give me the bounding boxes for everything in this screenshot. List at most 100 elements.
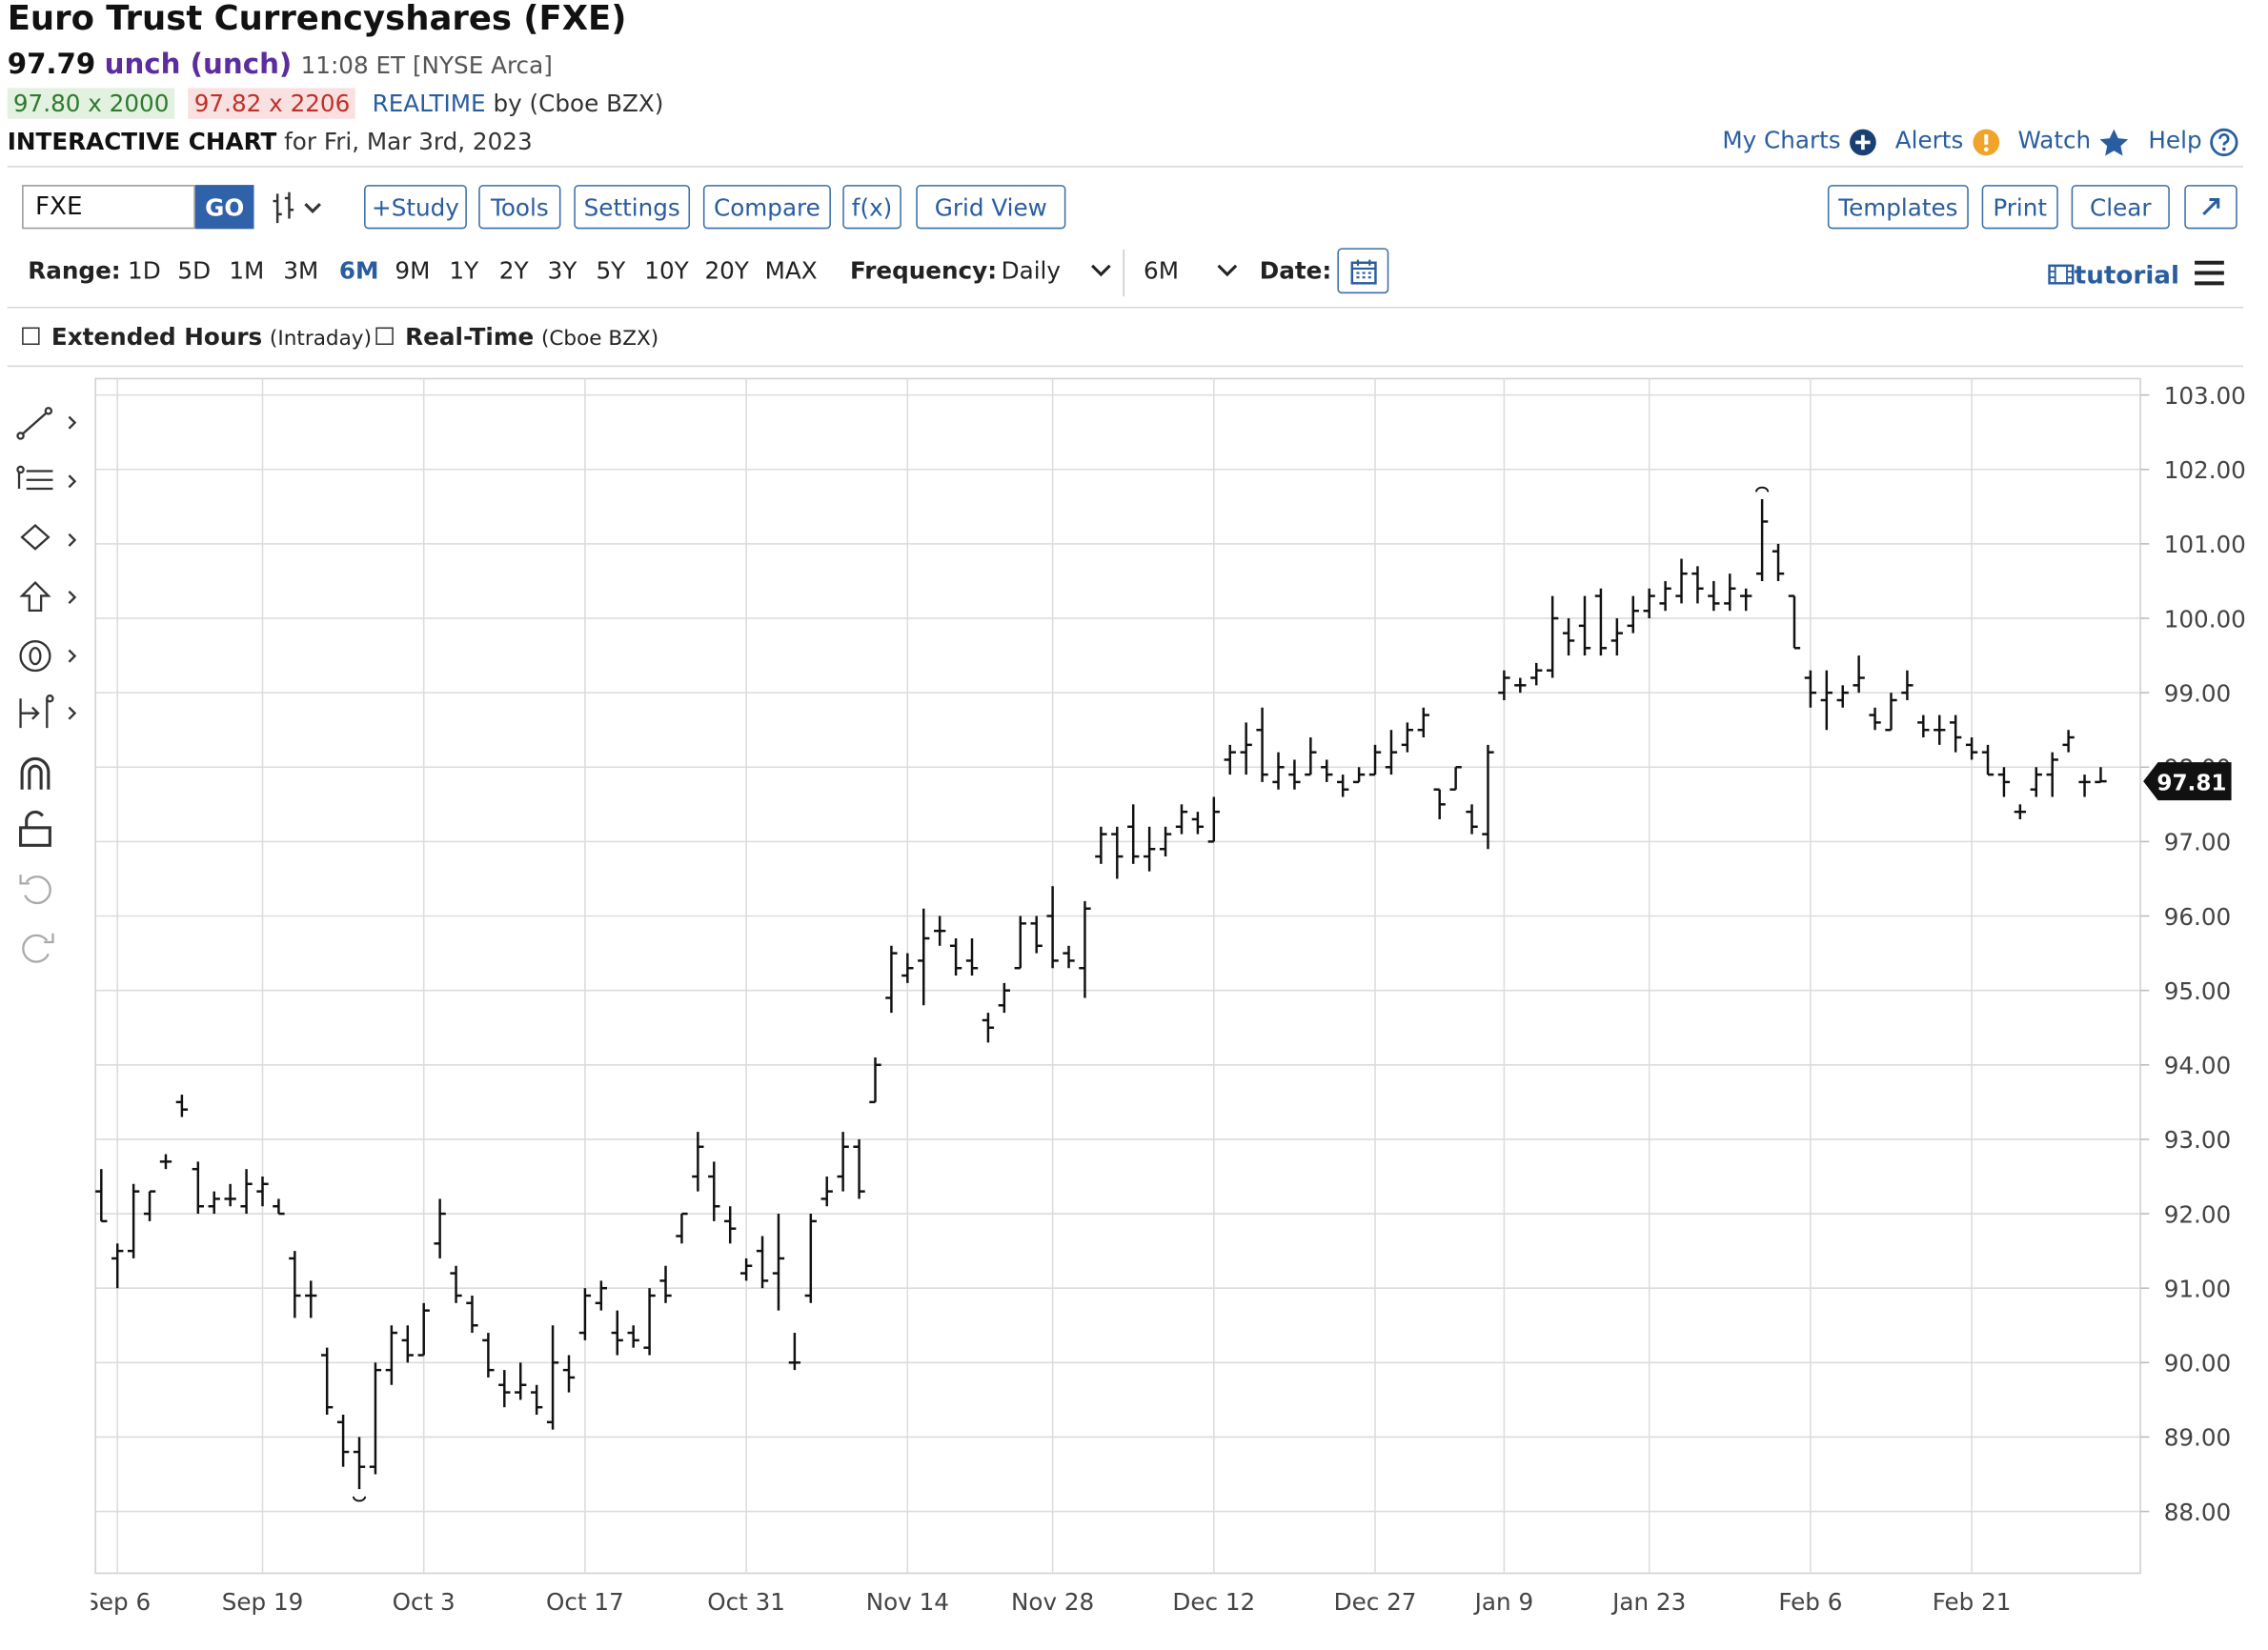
undo-tool[interactable]: [19, 875, 51, 905]
range-option[interactable]: 6M: [338, 256, 379, 285]
last-price-tag: [2143, 762, 2232, 801]
toolbar-button[interactable]: Settings: [574, 185, 691, 230]
realtime-link[interactable]: REALTIME: [372, 89, 486, 118]
toolbar-button[interactable]: Clear: [2071, 185, 2170, 230]
x-tick-label: Oct 3: [393, 1588, 456, 1616]
y-tick-label: 91.00: [2164, 1275, 2232, 1302]
annotation-tool[interactable]: [19, 640, 77, 673]
source: by (Cboe BZX): [493, 89, 664, 118]
option-checkbox[interactable]: Extended Hours (Intraday): [22, 323, 372, 351]
date-label: Date:: [1259, 256, 1332, 285]
range-option[interactable]: 1Y: [449, 256, 479, 285]
y-tick-label: 90.00: [2164, 1350, 2232, 1378]
trendline-tool[interactable]: [16, 407, 77, 440]
film-icon: [2048, 264, 2075, 285]
toolbar-button[interactable]: +Study: [364, 185, 467, 230]
checkbox: [375, 326, 394, 345]
star-icon: [2100, 128, 2129, 155]
x-tick-label: Nov 14: [866, 1588, 949, 1616]
lock-tool[interactable]: [19, 810, 51, 847]
go-button[interactable]: GO: [194, 185, 254, 230]
range-option[interactable]: 5Y: [596, 256, 626, 285]
ohlc-bars: [95, 499, 2107, 1490]
chart-type-menu[interactable]: [270, 190, 329, 228]
range-option[interactable]: 3M: [283, 256, 319, 285]
divider: [7, 166, 2243, 168]
calendar-icon: [1349, 258, 1376, 284]
x-tick-label: Feb 6: [1778, 1588, 1842, 1616]
range-option[interactable]: 2Y: [498, 256, 529, 285]
range-option[interactable]: 5D: [177, 256, 212, 285]
y-tick-label: 94.00: [2164, 1052, 2232, 1079]
watch-link[interactable]: Watch: [2017, 126, 2130, 156]
quote-title: Euro Trust Currencyshares (FXE): [7, 0, 627, 39]
x-tick-label: Jan 9: [1473, 1588, 1533, 1616]
range-option[interactable]: MAX: [764, 256, 818, 285]
x-tick-label: Jan 23: [1610, 1588, 1686, 1616]
y-tick-label: 95.00: [2164, 977, 2232, 1005]
measure-tool[interactable]: [19, 694, 77, 729]
arrow-tool[interactable]: [19, 580, 77, 613]
range-option[interactable]: 10Y: [644, 256, 689, 285]
my-charts-link[interactable]: My Charts: [1722, 126, 1877, 156]
last-price-label: 97.81: [2157, 771, 2226, 795]
tutorial-link[interactable]: tutorial: [2048, 261, 2179, 291]
option-note: (Cboe BZX): [540, 327, 659, 352]
period-value: 6M: [1144, 256, 1179, 285]
symbol-input[interactable]: FXE: [22, 185, 195, 230]
bid: 97.80 x 2000: [7, 88, 175, 119]
bid-ask-line: 97.80 x 2000 97.82 x 2206 REALTIME by (C…: [7, 88, 664, 119]
period-high-marker: [1755, 486, 1770, 493]
y-tick-label: 102.00: [2164, 456, 2246, 484]
x-tick-label: Sep 6: [84, 1588, 151, 1616]
chevron: [1217, 264, 1238, 277]
toolbar-button[interactable]: f(x): [842, 185, 901, 230]
range-option[interactable]: 20Y: [704, 256, 749, 285]
date-picker[interactable]: [1337, 248, 1389, 294]
toolbar-button[interactable]: Templates: [1827, 185, 1969, 230]
help-link[interactable]: Help: [2148, 126, 2238, 156]
my-charts-text: My Charts: [1722, 126, 1841, 154]
range-option[interactable]: 1M: [229, 256, 265, 285]
range-option[interactable]: 1D: [128, 256, 161, 285]
range-option[interactable]: 9M: [395, 256, 431, 285]
chevron: [1090, 264, 1111, 277]
divider: [7, 306, 2243, 309]
magnet-tool[interactable]: [20, 756, 51, 790]
y-tick-label: 100.00: [2164, 605, 2246, 633]
frequency-value: Daily: [1001, 256, 1061, 285]
shapes-tool[interactable]: [20, 523, 77, 551]
menu-button[interactable]: [2194, 258, 2226, 288]
chart-label-line: INTERACTIVE CHART for Fri, Mar 3rd, 2023: [8, 128, 533, 155]
y-tick-label: 96.00: [2164, 903, 2232, 931]
top-nav: My Charts Alerts Watch Help: [1722, 126, 2238, 156]
price: 97.79: [7, 48, 96, 81]
expand-icon: [2202, 197, 2220, 216]
option-note: (Intraday): [269, 327, 373, 352]
change: unch (unch): [104, 48, 293, 81]
range-option[interactable]: 3Y: [547, 256, 577, 285]
toolbar-button[interactable]: Compare: [702, 185, 831, 230]
period-select[interactable]: 6M: [1144, 257, 1239, 285]
watch-text: Watch: [2017, 126, 2092, 154]
quote-line: 97.79 unch (unch) 11:08 ET [NYSE Arca]: [8, 49, 553, 81]
alerts-link[interactable]: Alerts: [1895, 126, 2000, 156]
period-low-marker: [352, 1496, 367, 1502]
y-tick-label: 103.00: [2164, 382, 2246, 410]
frequency-select[interactable]: Daily: [1002, 257, 1112, 285]
y-tick-label: 89.00: [2164, 1424, 2232, 1452]
toolbar-button[interactable]: Print: [1981, 185, 2058, 230]
y-tick-label: 97.00: [2164, 829, 2232, 856]
option-checkbox[interactable]: Real-Time (Cboe BZX): [375, 323, 658, 351]
toolbar-button[interactable]: Tools: [478, 185, 561, 230]
toolbar-button[interactable]: Grid View: [916, 185, 1066, 230]
y-tick-label: 88.00: [2164, 1499, 2232, 1526]
plot-frame: [94, 377, 2141, 1575]
time-exchange: 11:08 ET [NYSE Arca]: [300, 50, 553, 80]
help-text: Help: [2148, 126, 2202, 154]
redo-tool[interactable]: [22, 933, 54, 963]
fib-tool[interactable]: [16, 465, 77, 491]
option-label: Extended Hours: [51, 322, 263, 352]
expand-button[interactable]: [2184, 185, 2238, 230]
